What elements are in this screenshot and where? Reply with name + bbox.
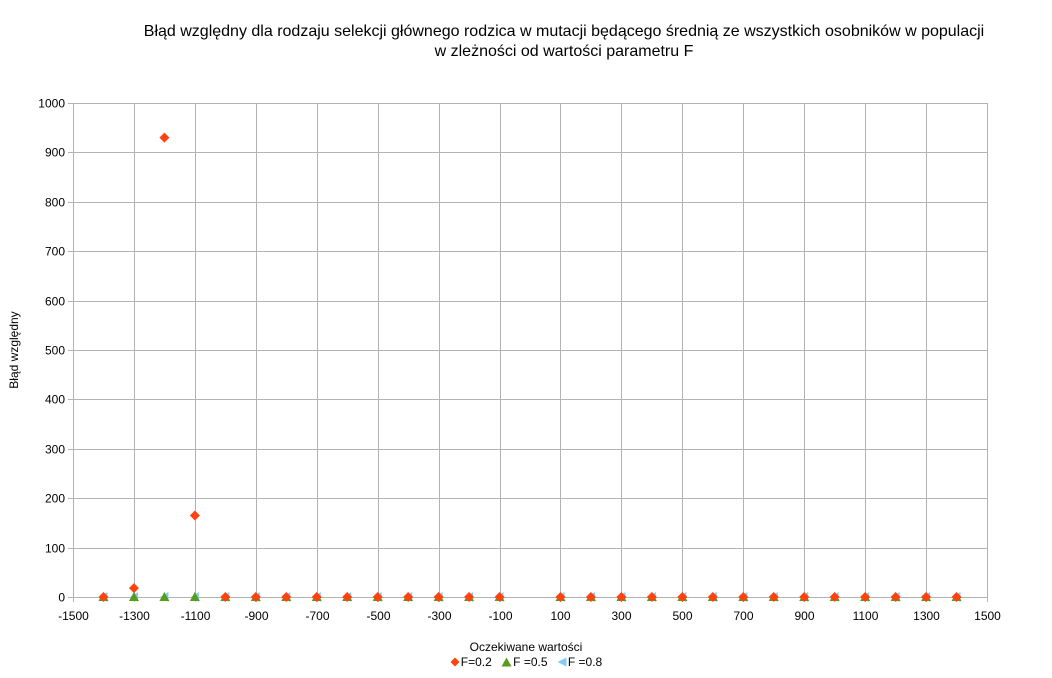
data-point-series-0 xyxy=(951,592,962,602)
data-point-series-0 xyxy=(707,592,718,602)
x-tick-label: 700 xyxy=(733,609,753,623)
data-point-series-0 xyxy=(646,592,657,602)
x-tick-label: 100 xyxy=(550,609,570,623)
data-point-series-1 xyxy=(128,592,139,601)
data-point-series-0 xyxy=(616,592,627,602)
y-tick-label: 900 xyxy=(45,146,65,160)
data-point-series-0 xyxy=(768,592,779,602)
data-point-series-0 xyxy=(464,592,475,602)
y-axis-ticks: 0 100 200 300 400 500 600 700 800 900 1000 xyxy=(38,97,65,605)
data-point-series-0 xyxy=(342,592,353,602)
chart-title-line-2: w zleżności od wartości parametru F xyxy=(434,43,694,60)
y-tick-label: 700 xyxy=(45,245,65,259)
x-tick-label: -1100 xyxy=(181,609,211,623)
legend-item-f05: F =0.5 xyxy=(501,655,548,669)
x-tick-label: 300 xyxy=(611,609,631,623)
data-point-series-0 xyxy=(250,592,261,602)
data-point-series-0 xyxy=(555,592,566,602)
legend-label-f05: F =0.5 xyxy=(513,655,548,669)
legend-marker-triangle xyxy=(501,657,512,667)
y-axis-label: Błąd względny xyxy=(7,311,21,389)
data-point-series-1 xyxy=(189,592,200,601)
legend-marker-diamond xyxy=(450,657,460,667)
data-point-series-0 xyxy=(494,592,505,602)
y-tick-label: 300 xyxy=(45,443,65,457)
data-point-series-0 xyxy=(128,583,139,594)
data-point-series-0 xyxy=(921,592,932,602)
data-point-series-0 xyxy=(829,592,840,602)
x-tick-label: -1500 xyxy=(58,609,89,623)
data-point-series-1 xyxy=(159,592,170,601)
legend-item-f08: F =0.8 xyxy=(557,655,602,669)
data-point-series-0 xyxy=(372,592,383,602)
y-tick-label: 800 xyxy=(45,196,65,210)
y-tick-label: 1000 xyxy=(38,97,65,111)
data-point-series-0 xyxy=(799,592,810,602)
y-tick-label: 500 xyxy=(45,344,65,358)
x-tick-label: 1100 xyxy=(853,609,879,623)
y-tick-label: 600 xyxy=(45,295,65,309)
data-point-series-0 xyxy=(189,510,200,521)
x-tick-label: -500 xyxy=(366,609,390,623)
y-tick-label: 200 xyxy=(45,492,65,506)
chart-title-line-1: Błąd względny dla rodzaju selekcji główn… xyxy=(143,23,985,40)
data-point-series-0 xyxy=(220,592,231,602)
y-tick-label: 100 xyxy=(45,542,65,556)
y-tick-label: 0 xyxy=(58,591,65,605)
x-axis-label: Oczekiwane wartości xyxy=(469,640,583,654)
data-point-series-0 xyxy=(433,592,444,602)
x-tick-label: 1300 xyxy=(913,609,940,623)
y-tick-label: 400 xyxy=(45,393,65,407)
data-point-series-0 xyxy=(860,592,871,602)
x-tick-label: 1500 xyxy=(974,609,1001,623)
data-point-series-0 xyxy=(159,132,170,143)
legend-item-f02: F=0.2 xyxy=(450,655,492,669)
x-tick-label: -300 xyxy=(427,609,451,623)
x-tick-label: 900 xyxy=(794,609,814,623)
x-tick-label: -100 xyxy=(488,609,512,623)
data-point-series-0 xyxy=(585,592,596,602)
x-axis-ticks: -1500 -1300 -1100 -900 -700 -500 -300 -100 100 30… xyxy=(58,609,1001,623)
legend-label-f02: F=0.2 xyxy=(460,655,492,669)
data-point-series-0 xyxy=(890,592,901,602)
data-point-series-0 xyxy=(311,592,322,602)
data-point-series-0 xyxy=(98,592,109,602)
chart-title: Błąd względny dla rodzaju selekcji główn… xyxy=(80,22,1048,62)
grid xyxy=(68,103,988,602)
legend-label-f08: F =0.8 xyxy=(567,655,603,669)
legend-marker-triangle-left xyxy=(557,657,567,667)
data-point-series-0 xyxy=(403,592,414,602)
x-tick-label: 500 xyxy=(672,609,692,623)
x-tick-label: -700 xyxy=(305,609,329,623)
data-point-series-0 xyxy=(281,592,292,602)
data-points xyxy=(98,132,962,602)
legend: F=0.2 F =0.5 F =0.8 xyxy=(0,655,1052,670)
data-point-series-0 xyxy=(738,592,749,602)
data-point-series-0 xyxy=(677,592,688,602)
x-tick-label: -900 xyxy=(244,609,268,623)
x-tick-label: -1300 xyxy=(119,609,150,623)
